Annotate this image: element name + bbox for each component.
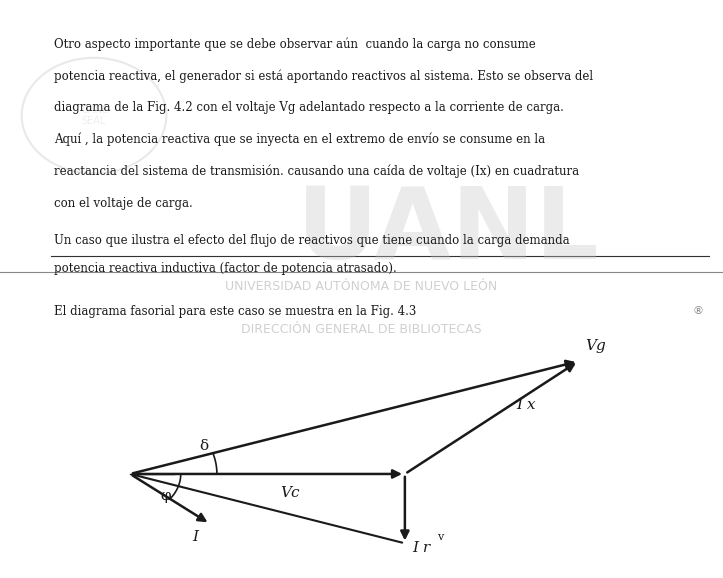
Text: Vg: Vg xyxy=(586,339,607,353)
Text: Un caso que ilustra el efecto del flujo de reactivos que tiene cuando la carga d: Un caso que ilustra el efecto del flujo … xyxy=(54,234,570,247)
Text: con el voltaje de carga.: con el voltaje de carga. xyxy=(54,197,193,209)
Text: potencia reactiva inductiva (factor de potencia atrasado).: potencia reactiva inductiva (factor de p… xyxy=(54,262,397,275)
Text: UNIVERSIDAD AUTÓNOMA DE NUEVO LEÓN: UNIVERSIDAD AUTÓNOMA DE NUEVO LEÓN xyxy=(226,280,497,292)
Text: I: I xyxy=(192,530,198,544)
Text: El diagrama fasorial para este caso se muestra en la Fig. 4.3: El diagrama fasorial para este caso se m… xyxy=(54,305,416,318)
Text: DIRECCIÓN GENERAL DE BIBLIOTECAS: DIRECCIÓN GENERAL DE BIBLIOTECAS xyxy=(241,323,482,336)
Text: potencia reactiva, el generador si está aportando reactivos al sistema. Esto se : potencia reactiva, el generador si está … xyxy=(54,69,594,83)
Text: I x: I x xyxy=(516,398,536,412)
Text: diagrama de la Fig. 4.2 con el voltaje Vg adelantado respecto a la corriente de : diagrama de la Fig. 4.2 con el voltaje V… xyxy=(54,101,564,114)
Text: φ: φ xyxy=(161,489,171,503)
Text: UANL
SEAL: UANL SEAL xyxy=(81,105,107,127)
Text: δ: δ xyxy=(200,439,208,453)
Text: Otro aspecto importante que se debe observar aún  cuando la carga no consume: Otro aspecto importante que se debe obse… xyxy=(54,38,536,51)
Text: reactancia del sistema de transmisión. causando una caída de voltaje (Ix) en cua: reactancia del sistema de transmisión. c… xyxy=(54,165,579,178)
Text: Aquí , la potencia reactiva que se inyecta en el extremo de envío se consume en : Aquí , la potencia reactiva que se inyec… xyxy=(54,133,545,146)
Text: ®: ® xyxy=(692,306,703,316)
Text: UANL: UANL xyxy=(297,183,599,280)
Text: I r: I r xyxy=(412,541,430,555)
Text: v: v xyxy=(437,532,444,542)
Text: Vc: Vc xyxy=(280,486,299,500)
